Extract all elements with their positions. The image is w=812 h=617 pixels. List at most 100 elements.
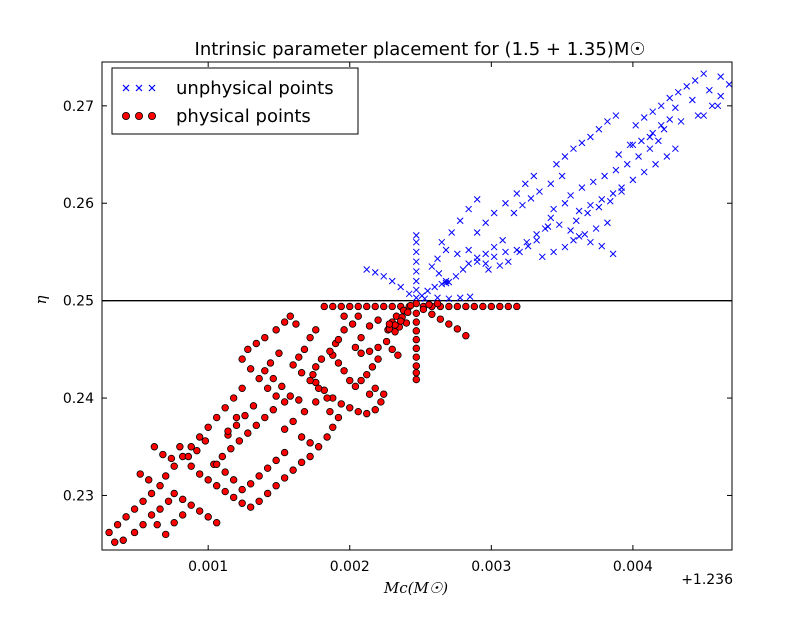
point-physical: [289, 361, 297, 369]
point-unphysical-stroke: [482, 219, 490, 227]
point-physical: [436, 315, 445, 323]
point-physical: [261, 413, 269, 422]
point-unphysical-stroke: [689, 96, 696, 104]
point-unphysical-stroke: [578, 139, 586, 147]
point-unphysical-stroke: [626, 141, 634, 149]
point-physical: [377, 398, 385, 406]
point-physical: [238, 499, 246, 507]
point-unphysical-stroke: [575, 207, 583, 215]
point-unphysical: [606, 197, 614, 205]
point-unphysical-stroke: [609, 190, 617, 197]
point-unphysical-stroke: [677, 118, 685, 125]
point-physical: [354, 407, 362, 416]
y-tick-label: 0.24: [63, 391, 94, 407]
point-unphysical: [530, 172, 538, 180]
point-unphysical: [544, 223, 552, 230]
point-unphysical: [674, 88, 682, 96]
point-unphysical: [482, 260, 490, 267]
point-unphysical-stroke: [584, 209, 591, 217]
point-physical: [136, 470, 144, 478]
point-physical: [263, 489, 272, 498]
point-physical: [306, 452, 314, 461]
point-physical: [221, 404, 229, 412]
point-unphysical: [638, 137, 645, 145]
chart-title-text: Intrinsic parameter placement for (1.5 +…: [195, 39, 646, 60]
point-unphysical-stroke: [632, 121, 640, 129]
point-unphysical-stroke: [655, 137, 662, 145]
point-physical: [462, 302, 470, 311]
point-unphysical: [550, 205, 557, 213]
point-unphysical-stroke: [527, 195, 535, 202]
point-unphysical-stroke: [541, 225, 549, 232]
point-unphysical: [482, 219, 490, 227]
point-physical: [187, 501, 195, 509]
point-unphysical: [533, 236, 540, 244]
point-unphysical-stroke: [448, 229, 456, 236]
point-unphysical: [589, 178, 597, 186]
point-unphysical-stroke: [700, 112, 708, 119]
point-unphysical: [717, 73, 725, 80]
point-unphysical-stroke: [516, 248, 523, 256]
point-physical: [269, 374, 278, 383]
point-unphysical: [502, 248, 509, 256]
point-unphysical-stroke: [466, 293, 474, 301]
point-unphysical-stroke: [510, 209, 518, 217]
legend-label-unphysical: unphysical points: [176, 78, 334, 99]
point-unphysical: [428, 263, 436, 270]
point-unphysical: [448, 229, 456, 236]
point-unphysical: [595, 203, 603, 211]
point-physical: [246, 365, 255, 373]
point-unphysical-stroke: [533, 236, 540, 244]
point-physical: [314, 384, 323, 393]
point-unphysical-stroke: [609, 250, 617, 258]
point-physical: [252, 339, 261, 348]
point-unphysical-stroke: [700, 70, 708, 78]
point-unphysical-stroke: [482, 250, 490, 258]
point-unphysical-stroke: [473, 195, 481, 203]
point-physical: [323, 433, 331, 441]
point-physical: [130, 505, 139, 513]
point-unphysical: [412, 277, 420, 285]
point-physical: [388, 345, 396, 354]
point-unphysical: [663, 153, 671, 160]
point-physical: [292, 320, 300, 328]
point-physical: [382, 337, 391, 346]
point-physical: [147, 489, 156, 498]
point-unphysical: [519, 201, 526, 209]
point-unphysical: [421, 295, 429, 303]
point-physical: [227, 444, 235, 453]
point-physical: [365, 347, 374, 355]
point-unphysical-stroke: [657, 121, 665, 129]
point-unphysical: [442, 277, 450, 285]
point-physical: [204, 513, 212, 521]
point-unphysical: [567, 192, 574, 199]
point-physical: [365, 390, 374, 398]
point-physical: [246, 480, 255, 488]
point-physical: [371, 384, 379, 393]
point-physical: [365, 322, 374, 330]
point-physical: [404, 308, 412, 317]
point-unphysical: [435, 270, 443, 277]
point-unphysical-stroke: [442, 246, 450, 254]
point-unphysical-stroke: [567, 192, 574, 199]
point-unphysical-stroke: [445, 278, 453, 286]
point-physical: [195, 470, 204, 478]
point-physical: [354, 302, 362, 311]
point-physical: [346, 302, 354, 311]
point-unphysical-stroke: [567, 227, 574, 234]
point-unphysical: [700, 112, 708, 119]
point-unphysical: [465, 260, 473, 267]
point-physical: [269, 406, 278, 414]
point-unphysical-stroke: [601, 172, 608, 180]
point-physical: [433, 299, 442, 308]
point-physical: [329, 423, 337, 431]
point-unphysical: [578, 184, 586, 192]
point-unphysical: [438, 280, 446, 288]
point-physical: [261, 367, 269, 375]
y-tick-label: 0.27: [63, 99, 94, 115]
point-unphysical-stroke: [434, 294, 441, 302]
point-unphysical: [496, 262, 504, 269]
point-physical: [263, 384, 272, 393]
y-tick-label: 0.23: [63, 488, 94, 504]
point-physical: [122, 513, 130, 521]
